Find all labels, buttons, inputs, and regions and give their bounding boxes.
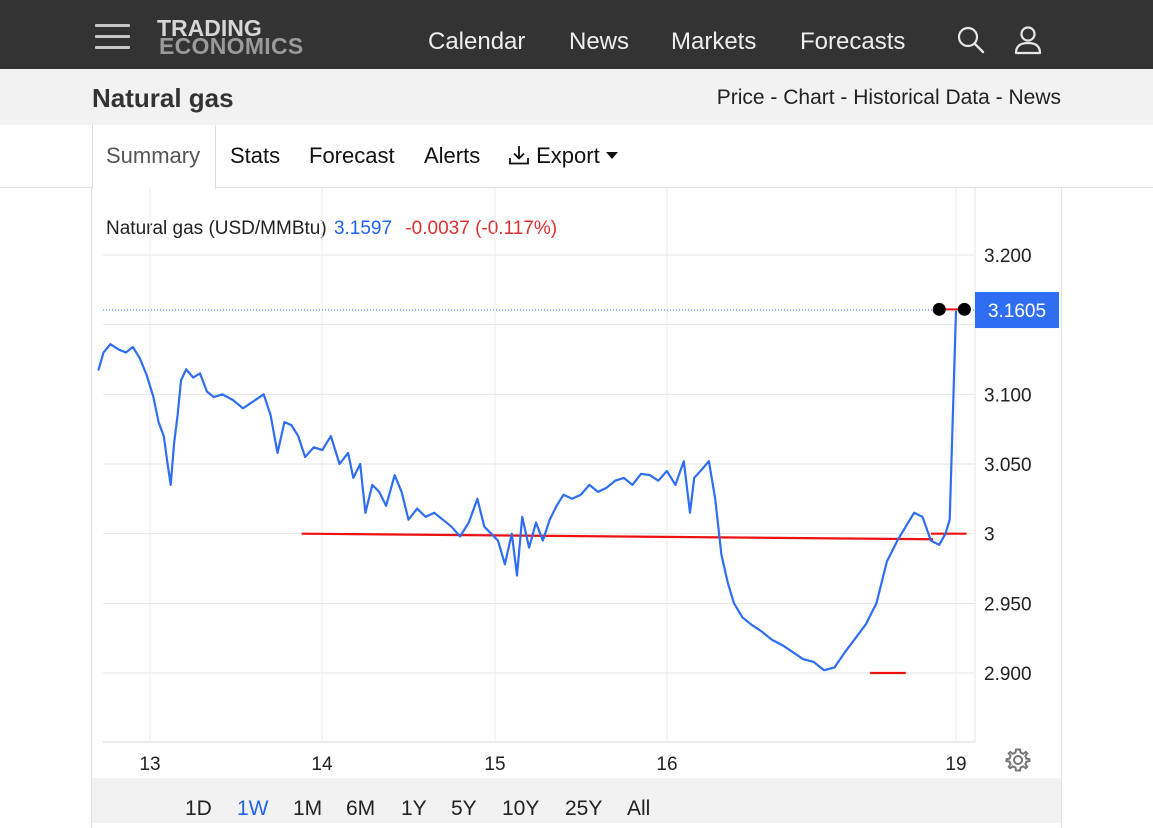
logo-line-1: TRADING <box>157 15 262 41</box>
range-10y[interactable]: 10Y <box>502 797 540 820</box>
caret-down-icon <box>605 152 618 159</box>
sub-link-news[interactable]: News <box>1008 86 1061 109</box>
search-icon[interactable] <box>956 25 986 55</box>
sub-link-chart[interactable]: Chart <box>783 86 835 109</box>
range-6m[interactable]: 6M <box>346 797 376 820</box>
site-logo[interactable]: TRADING ECONOMICS <box>157 15 327 62</box>
chart-price-change: -0.0037 (-0.117%) <box>405 218 558 239</box>
tab-summary[interactable]: Summary <box>106 143 201 168</box>
tab-export[interactable]: Export <box>508 143 618 169</box>
gear-icon[interactable] <box>1005 747 1031 773</box>
sub-link-separator: - <box>834 86 854 109</box>
sub-link-separator: - <box>764 86 784 109</box>
hamburger-icon[interactable] <box>95 24 130 50</box>
range-5y[interactable]: 5Y <box>451 797 477 820</box>
sub-navigation: Price - Chart - Historical Data - News <box>717 86 1061 110</box>
range-1m[interactable]: 1M <box>293 797 323 820</box>
range-1d[interactable]: 1D <box>185 797 212 820</box>
range-25y[interactable]: 25Y <box>565 797 603 820</box>
chart-header: Natural gas (USD/MMBtu) 3.1597 -0.0037 (… <box>106 218 557 240</box>
nav-link-forecasts[interactable]: Forecasts <box>800 28 906 55</box>
nav-link-calendar[interactable]: Calendar <box>428 28 526 55</box>
sub-link-price[interactable]: Price <box>716 86 765 109</box>
logo-line-2: ECONOMICS <box>159 33 304 59</box>
chart-frame <box>91 188 1062 828</box>
nav-link-markets[interactable]: Markets <box>671 28 757 55</box>
range-1y[interactable]: 1Y <box>401 797 427 820</box>
sub-link-separator: - <box>989 86 1009 109</box>
nav-link-news[interactable]: News <box>569 28 630 55</box>
tab-active-background <box>92 125 216 189</box>
tab-forecast[interactable]: Forecast <box>309 143 395 168</box>
chart-series-label: Natural gas (USD/MMBtu) <box>106 218 327 239</box>
page-title: Natural gas <box>92 83 234 113</box>
range-selector <box>92 778 1061 823</box>
range-all[interactable]: All <box>627 797 651 820</box>
title-bar <box>0 69 1153 125</box>
sub-link-historical-data[interactable]: Historical Data <box>853 86 990 109</box>
chart-last-price: 3.1597 <box>333 218 393 239</box>
range-1w[interactable]: 1W <box>237 797 269 820</box>
top-navbar: TRADING ECONOMICS Calendar News Markets … <box>0 0 1153 69</box>
tab-alerts[interactable]: Alerts <box>424 143 481 168</box>
user-icon[interactable] <box>1013 25 1043 55</box>
tab-stats[interactable]: Stats <box>230 143 281 168</box>
export-label: Export <box>536 143 600 168</box>
download-icon <box>509 146 529 165</box>
